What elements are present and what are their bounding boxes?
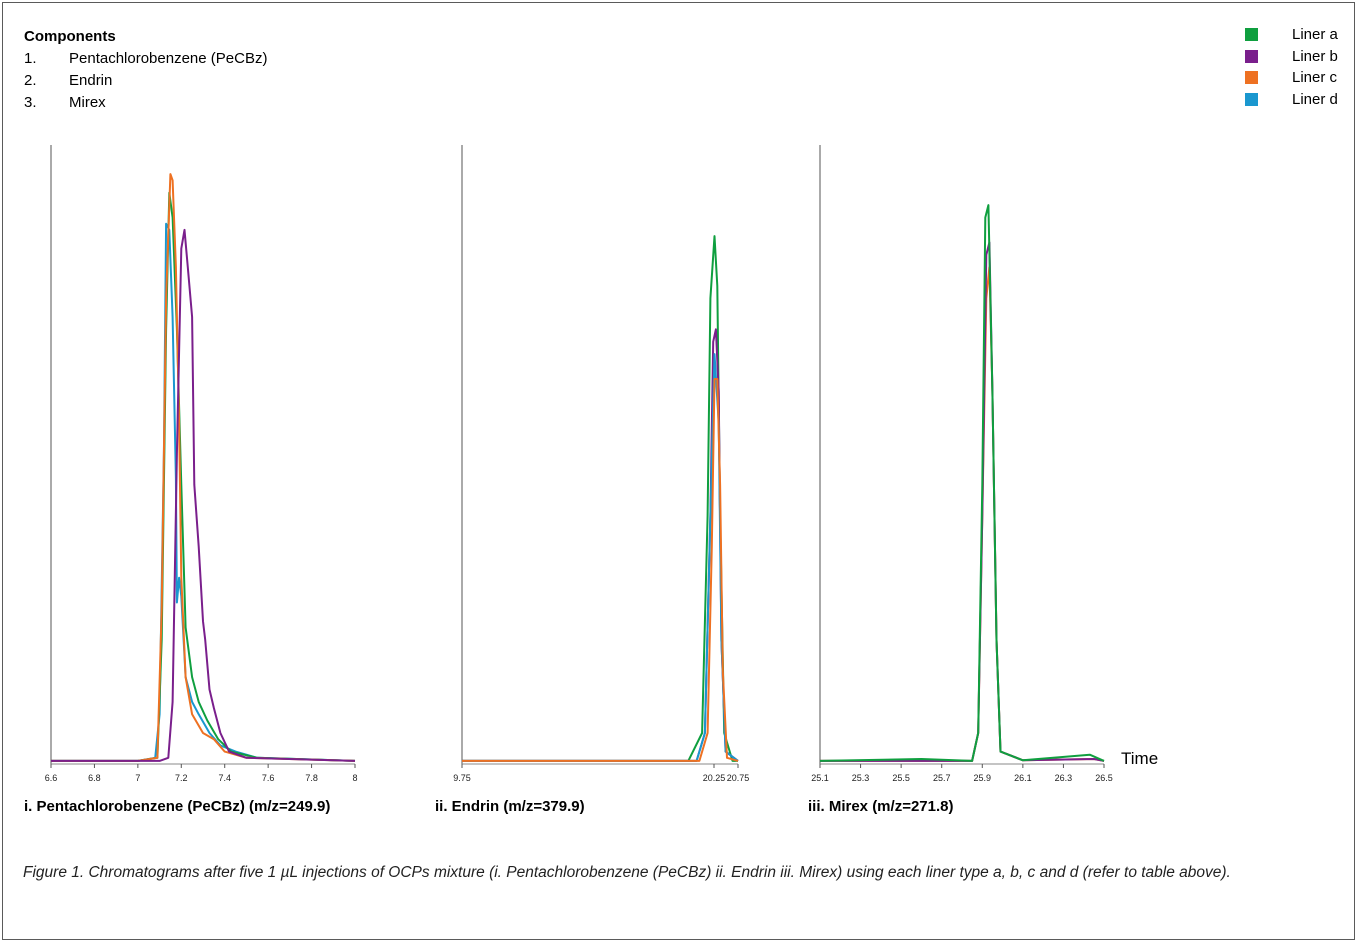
x-tick-label: 20.25 [703, 773, 726, 783]
series-line-liner-a [51, 191, 356, 762]
x-tick-label: 7.2 [175, 773, 188, 783]
legend-item-liner-d: Liner d [1245, 89, 1338, 111]
legend-item-liner-b: Liner b [1245, 46, 1338, 68]
component-name: Mirex [69, 94, 106, 111]
x-tick-label: 7.4 [218, 773, 231, 783]
time-axis-label: Time [1121, 749, 1159, 768]
legend-swatch [1245, 49, 1258, 63]
component-name: Pentachlorobenzene (PeCBz) [69, 50, 268, 67]
component-number: 3. [24, 94, 37, 111]
x-tick-label: 6.8 [88, 773, 101, 783]
series-line-liner-a [819, 204, 1105, 762]
x-tick-label: 25.3 [852, 773, 870, 783]
series-line-liner-b [462, 328, 739, 762]
x-tick-label: 25.9 [974, 773, 992, 783]
series-line-liner-d [51, 222, 356, 762]
legend-label: Liner b [1292, 47, 1338, 65]
x-tick-label: 26.5 [1095, 773, 1113, 783]
series-line-liner-b [820, 241, 1105, 762]
components-list: Components 1. Pentachlorobenzene (PeCBz)… [24, 26, 267, 114]
component-number: 2. [24, 72, 37, 89]
legend: Liner a Liner b Liner c Liner d [1245, 24, 1338, 110]
x-tick-label: 26.1 [1014, 773, 1032, 783]
panel-title-endrin: ii. Endrin (m/z=379.9) [435, 798, 585, 815]
x-tick-label: 25.1 [811, 773, 829, 783]
x-tick-label: 7 [135, 773, 140, 783]
legend-item-liner-a: Liner a [1245, 24, 1338, 46]
x-tick-label: 25.7 [933, 773, 951, 783]
series-line-liner-c [51, 173, 356, 762]
legend-item-liner-c: Liner c [1245, 67, 1338, 89]
legend-label: Liner a [1292, 26, 1338, 43]
component-name: Endrin [69, 72, 113, 89]
legend-swatch [1245, 28, 1258, 42]
component-item: 1. Pentachlorobenzene (PeCBz) [24, 48, 267, 70]
legend-swatch [1245, 92, 1258, 106]
components-heading: Components [24, 28, 116, 45]
series-line-liner-b [51, 228, 356, 762]
x-tick-label: 7.8 [305, 773, 318, 783]
series-line-liner-c [820, 266, 1105, 762]
panel-title-mirex: iii. Mirex (m/z=271.8) [808, 798, 954, 815]
x-tick-label: 20.75 [727, 773, 750, 783]
series-line-liner-a [462, 235, 738, 762]
legend-swatch [1245, 71, 1258, 85]
figure-caption: Figure 1. Chromatograms after five 1 µL … [23, 864, 1231, 881]
x-tick-label: 26.3 [1055, 773, 1073, 783]
component-item: 3. Mirex [24, 92, 267, 114]
component-item: 2. Endrin [24, 70, 267, 92]
component-number: 1. [24, 50, 37, 67]
legend-label: Liner d [1292, 90, 1338, 108]
x-tick-label: 9.75 [453, 773, 471, 783]
x-tick-label: 6.6 [45, 773, 58, 783]
x-tick-label: 7.6 [262, 773, 275, 783]
x-tick-label: 25.5 [892, 773, 910, 783]
panel-title-pecbz: i. Pentachlorobenzene (PeCBz) (m/z=249.9… [24, 798, 331, 815]
x-tick-label: 8 [352, 773, 357, 783]
series-line-liner-d [462, 353, 739, 762]
series-line-liner-c [462, 378, 739, 762]
legend-label: Liner c [1292, 69, 1338, 86]
